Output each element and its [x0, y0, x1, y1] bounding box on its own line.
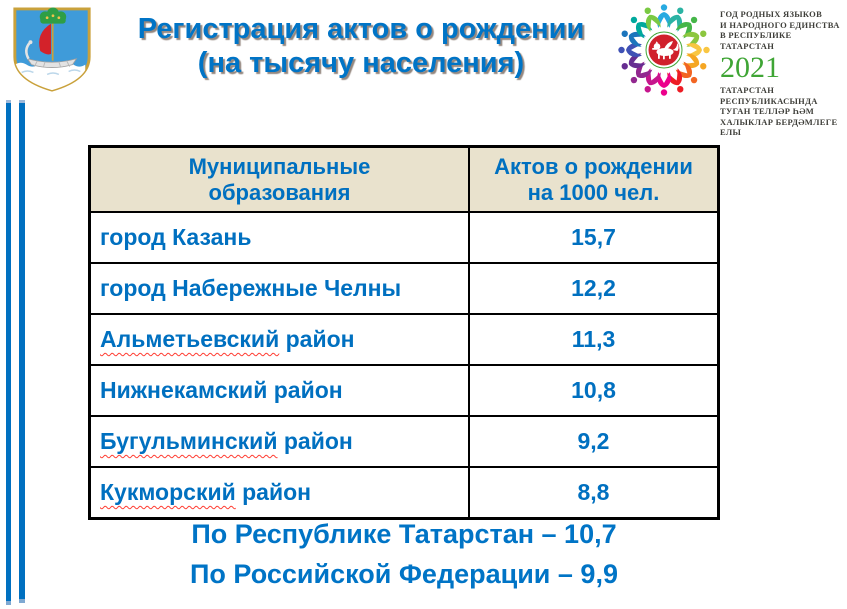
summary-tatarstan: По Республике Татарстан – 10,7	[191, 519, 617, 549]
municipality-name: Альметьевский район	[88, 313, 470, 366]
emblem-caption-ru-2: И НАРОДНОГО ЕДИНСТВА	[720, 19, 840, 30]
column-header-births-per-1000: Актов о рождении на 1000 чел.	[468, 145, 720, 213]
naberezhnye-chelny-coat-of-arms-icon	[13, 7, 91, 92]
misspelled-word: Альметьевский	[100, 326, 280, 352]
left-stripe-thick	[19, 100, 25, 603]
summary-russia: По Российской Федерации – 9,9	[190, 559, 618, 589]
table-row: Нижнекамский район 10,8	[88, 364, 720, 417]
municipality-name: город Набережные Челны	[88, 262, 470, 315]
table-row: город Казань 15,7	[88, 211, 720, 264]
municipality-name: город Казань	[88, 211, 470, 264]
table-header-row: Муниципальные образования Актов о рожден…	[88, 145, 720, 213]
emblem-caption-ru-3: В РЕСПУБЛИКЕ ТАТАРСТАН	[720, 30, 792, 51]
table-row: Альметьевский район 11,3	[88, 313, 720, 366]
ak-bars-leopard-glyph	[652, 41, 679, 60]
births-per-1000-value: 15,7	[468, 211, 720, 264]
table-body: город Казань 15,7 город Набережные Челны 12…	[88, 211, 720, 520]
births-per-1000-value: 11,3	[468, 313, 720, 366]
municipality-name: Нижнекамский район	[88, 364, 470, 417]
emblem-year: 2021	[720, 51, 780, 84]
emblem-caption-ru-1: ГОД РОДНЫХ ЯЗЫКОВ	[720, 9, 823, 19]
births-per-1000-value: 12,2	[468, 262, 720, 315]
misspelled-word: Бугульминский	[100, 428, 278, 454]
year-2021-emblem-icon	[618, 4, 710, 96]
left-stripe-thin	[6, 100, 11, 605]
emblem-caption: ГОД РОДНЫХ ЯЗЫКОВ И НАРОДНОГО ЕДИНСТВА В…	[720, 9, 847, 138]
table-row: город Набережные Челны 12,2	[88, 262, 720, 315]
municipality-name: Бугульминский район	[88, 415, 470, 468]
page-title: Регистрация актов о рождении (на тысячу …	[96, 12, 626, 80]
column-header-municipalities: Муниципальные образования	[88, 145, 470, 213]
table-row: Кукморский район 8,8	[88, 466, 720, 520]
page-title-line2: (на тысячу населения)	[197, 47, 525, 79]
misspelled-word: Кукморский	[100, 479, 236, 505]
municipality-name: Кукморский район	[88, 466, 470, 520]
summary-block: По Республике Татарстан – 10,7 По Россий…	[88, 514, 720, 594]
table-row: Бугульминский район 9,2	[88, 415, 720, 468]
births-per-1000-value: 10,8	[468, 364, 720, 417]
births-per-1000-value: 8,8	[468, 466, 720, 520]
emblem-caption-tat-3: ХАЛЫКЛАР БЕРДӘМЛЕГЕ ЕЛЫ	[720, 116, 838, 138]
page-title-line1: Регистрация актов о рождении	[137, 13, 585, 45]
births-per-1000-value: 9,2	[468, 415, 720, 468]
emblem-caption-tat-2: ТУГАН ТЕЛЛӘР ҺӘМ	[720, 106, 815, 116]
emblem-caption-tat-1: ТАТАРСТАН РЕСПУБЛИКАСЫНДА	[720, 85, 818, 106]
birth-registration-table: Муниципальные образования Актов о рожден…	[88, 145, 720, 520]
